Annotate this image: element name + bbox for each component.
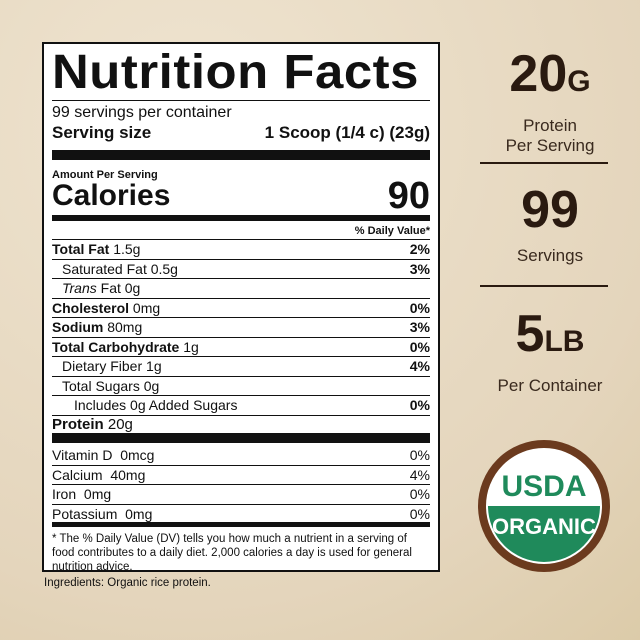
svg-text:USDA: USDA <box>501 470 586 503</box>
vitamin-row: Vitamin D 0mcg 0% <box>52 447 430 463</box>
amount-per-serving: Amount Per Serving <box>52 169 158 181</box>
vitamin-row: Potassium 0mg 0% <box>52 505 430 522</box>
highlight-weight: 5LB Per Container <box>497 305 603 395</box>
nutrient-row: Total Fat 1.5g 2% <box>52 241 430 257</box>
svg-text:ORGANIC: ORGANIC <box>492 514 596 539</box>
nutrient-row: Total Carbohydrate 1g 0% <box>52 338 430 355</box>
nutrient-row: Protein 20g <box>52 415 133 433</box>
vitamin-row: Iron 0mg 0% <box>52 486 430 502</box>
nutrient-row: Cholesterol 0mg 0% <box>52 299 430 316</box>
label-title: Nutrition Facts <box>52 46 419 99</box>
nutrient-row: Sodium 80mg 3% <box>52 319 430 335</box>
nutrient-row: Trans Fat 0g <box>62 280 141 296</box>
footnote: * The % Daily Value (DV) tells you how m… <box>52 533 412 573</box>
calories: Calories 90 <box>52 175 430 217</box>
daily-value-header: % Daily Value* <box>354 225 430 237</box>
vitamin-row: Calcium 40mg 4% <box>52 466 430 483</box>
nutrient-row: Saturated Fat 0.5g 3% <box>62 260 430 277</box>
nutrient-row: Total Sugars 0g <box>62 377 160 394</box>
servings-per-container: 99 servings per container <box>52 104 232 121</box>
nutrient-row: Includes 0g Added Sugars 0% <box>74 397 430 413</box>
ingredients: Ingredients: Organic rice protein. <box>44 577 211 589</box>
nutrition-facts-label: Nutrition Facts 99 servings per containe… <box>42 42 440 573</box>
serving-size: Serving size 1 Scoop (1/4 c) (23g) <box>52 123 430 142</box>
highlight-protein: 20G Protein Per Serving <box>505 45 595 155</box>
nutrient-row: Dietary Fiber 1g 4% <box>62 358 430 374</box>
highlight-servings: 99 Servings <box>516 181 584 265</box>
usda-organic-logo: USDA ORGANIC <box>478 440 610 572</box>
